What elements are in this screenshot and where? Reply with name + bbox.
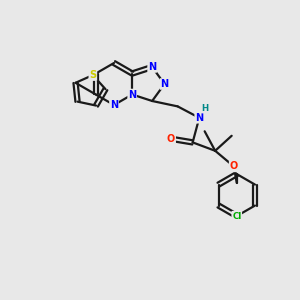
- Text: N: N: [195, 113, 203, 123]
- Text: Cl: Cl: [232, 212, 242, 220]
- Text: N: N: [148, 62, 156, 72]
- Text: N: N: [128, 89, 136, 100]
- Text: O: O: [230, 161, 238, 171]
- Text: S: S: [89, 70, 96, 80]
- Text: N: N: [160, 79, 169, 89]
- Text: H: H: [201, 104, 208, 113]
- Text: N: N: [110, 100, 118, 110]
- Text: O: O: [167, 134, 175, 144]
